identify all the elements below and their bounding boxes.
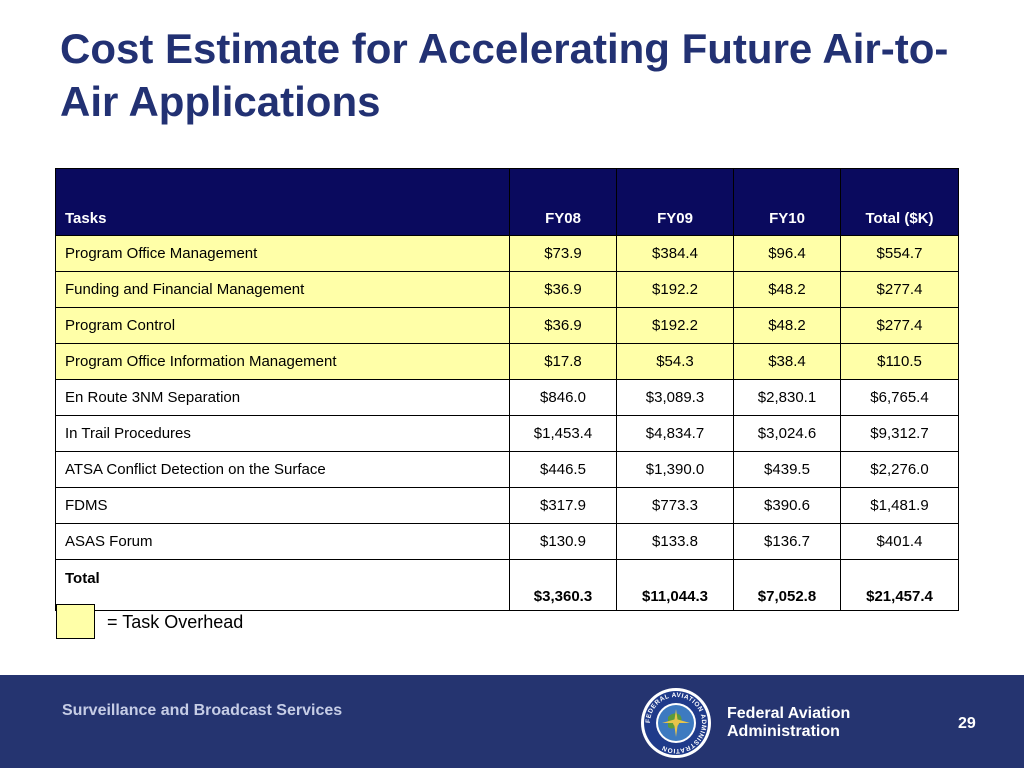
fy08-cell: $317.9	[509, 487, 617, 524]
table-row: Program Office Management $73.9 $384.4 $…	[55, 235, 959, 272]
table-row: FDMS $317.9 $773.3 $390.6 $1,481.9	[55, 487, 959, 524]
page-number: 29	[958, 715, 976, 732]
fy10-total-cell: $7,052.8	[733, 559, 841, 611]
table-row: En Route 3NM Separation $846.0 $3,089.3 …	[55, 379, 959, 416]
agency-name-line2: Administration	[727, 723, 840, 740]
footer-bar: Surveillance and Broadcast Services FEDE…	[0, 675, 1024, 768]
task-cell: Program Control	[55, 307, 510, 344]
fy08-cell: $17.8	[509, 343, 617, 380]
fy09-cell: $3,089.3	[616, 379, 734, 416]
fy10-cell: $96.4	[733, 235, 841, 272]
fy09-cell: $773.3	[616, 487, 734, 524]
column-header-total: Total ($K)	[840, 168, 959, 236]
fy09-cell: $192.2	[616, 271, 734, 308]
fy09-cell: $4,834.7	[616, 415, 734, 452]
fy09-cell: $133.8	[616, 523, 734, 560]
footer-program-name: Surveillance and Broadcast Services	[62, 702, 343, 719]
fy10-cell: $48.2	[733, 307, 841, 344]
total-cell: $401.4	[840, 523, 959, 560]
task-cell: In Trail Procedures	[55, 415, 510, 452]
fy08-total-cell: $3,360.3	[509, 559, 617, 611]
faa-seal-logo: FEDERAL AVIATION ADMINISTRATION	[641, 688, 711, 758]
column-header-fy08: FY08	[509, 168, 617, 236]
fy09-total-cell: $11,044.3	[616, 559, 734, 611]
fy08-cell: $1,453.4	[509, 415, 617, 452]
fy10-cell: $3,024.6	[733, 415, 841, 452]
fy08-cell: $36.9	[509, 307, 617, 344]
table-row: Program Control $36.9 $192.2 $48.2 $277.…	[55, 307, 959, 344]
fy09-cell: $1,390.0	[616, 451, 734, 488]
column-header-fy09: FY09	[616, 168, 734, 236]
legend-swatch	[56, 604, 95, 639]
fy10-cell: $2,830.1	[733, 379, 841, 416]
fy10-cell: $439.5	[733, 451, 841, 488]
task-cell: ASAS Forum	[55, 523, 510, 560]
task-cell: Program Office Management	[55, 235, 510, 272]
fy08-cell: $36.9	[509, 271, 617, 308]
total-cell: $2,276.0	[840, 451, 959, 488]
fy08-cell: $130.9	[509, 523, 617, 560]
fy08-cell: $73.9	[509, 235, 617, 272]
agency-name: Federal Aviation Administration	[727, 705, 850, 741]
task-cell: Funding and Financial Management	[55, 271, 510, 308]
agency-name-line1: Federal Aviation	[727, 705, 851, 722]
fy09-cell: $192.2	[616, 307, 734, 344]
column-header-fy10: FY10	[733, 168, 841, 236]
fy08-cell: $446.5	[509, 451, 617, 488]
total-label-cell: Total	[55, 559, 510, 611]
fy10-cell: $48.2	[733, 271, 841, 308]
fy10-cell: $136.7	[733, 523, 841, 560]
total-cell: $110.5	[840, 343, 959, 380]
grand-total-cell: $21,457.4	[840, 559, 959, 611]
legend-label: = Task Overhead	[107, 612, 244, 632]
task-cell: En Route 3NM Separation	[55, 379, 510, 416]
cost-table: Tasks FY08 FY09 FY10 Total ($K) Program …	[55, 168, 959, 611]
fy08-cell: $846.0	[509, 379, 617, 416]
total-cell: $6,765.4	[840, 379, 959, 416]
total-cell: $277.4	[840, 271, 959, 308]
total-cell: $277.4	[840, 307, 959, 344]
table-row: ATSA Conflict Detection on the Surface $…	[55, 451, 959, 488]
fy10-cell: $38.4	[733, 343, 841, 380]
total-row: Total $3,360.3 $11,044.3 $7,052.8 $21,45…	[55, 559, 959, 611]
fy09-cell: $384.4	[616, 235, 734, 272]
column-header-tasks: Tasks	[55, 168, 510, 236]
total-cell: $554.7	[840, 235, 959, 272]
total-cell: $1,481.9	[840, 487, 959, 524]
fy09-cell: $54.3	[616, 343, 734, 380]
table-row: Program Office Information Management $1…	[55, 343, 959, 380]
total-cell: $9,312.7	[840, 415, 959, 452]
task-cell: FDMS	[55, 487, 510, 524]
fy10-cell: $390.6	[733, 487, 841, 524]
slide-title: Cost Estimate for Accelerating Future Ai…	[60, 25, 949, 125]
table-header-row: Tasks FY08 FY09 FY10 Total ($K)	[55, 168, 959, 236]
table-row: In Trail Procedures $1,453.4 $4,834.7 $3…	[55, 415, 959, 452]
table-row: Funding and Financial Management $36.9 $…	[55, 271, 959, 308]
task-cell: Program Office Information Management	[55, 343, 510, 380]
task-cell: ATSA Conflict Detection on the Surface	[55, 451, 510, 488]
table-row: ASAS Forum $130.9 $133.8 $136.7 $401.4	[55, 523, 959, 560]
table-body: Program Office Management $73.9 $384.4 $…	[55, 235, 959, 611]
